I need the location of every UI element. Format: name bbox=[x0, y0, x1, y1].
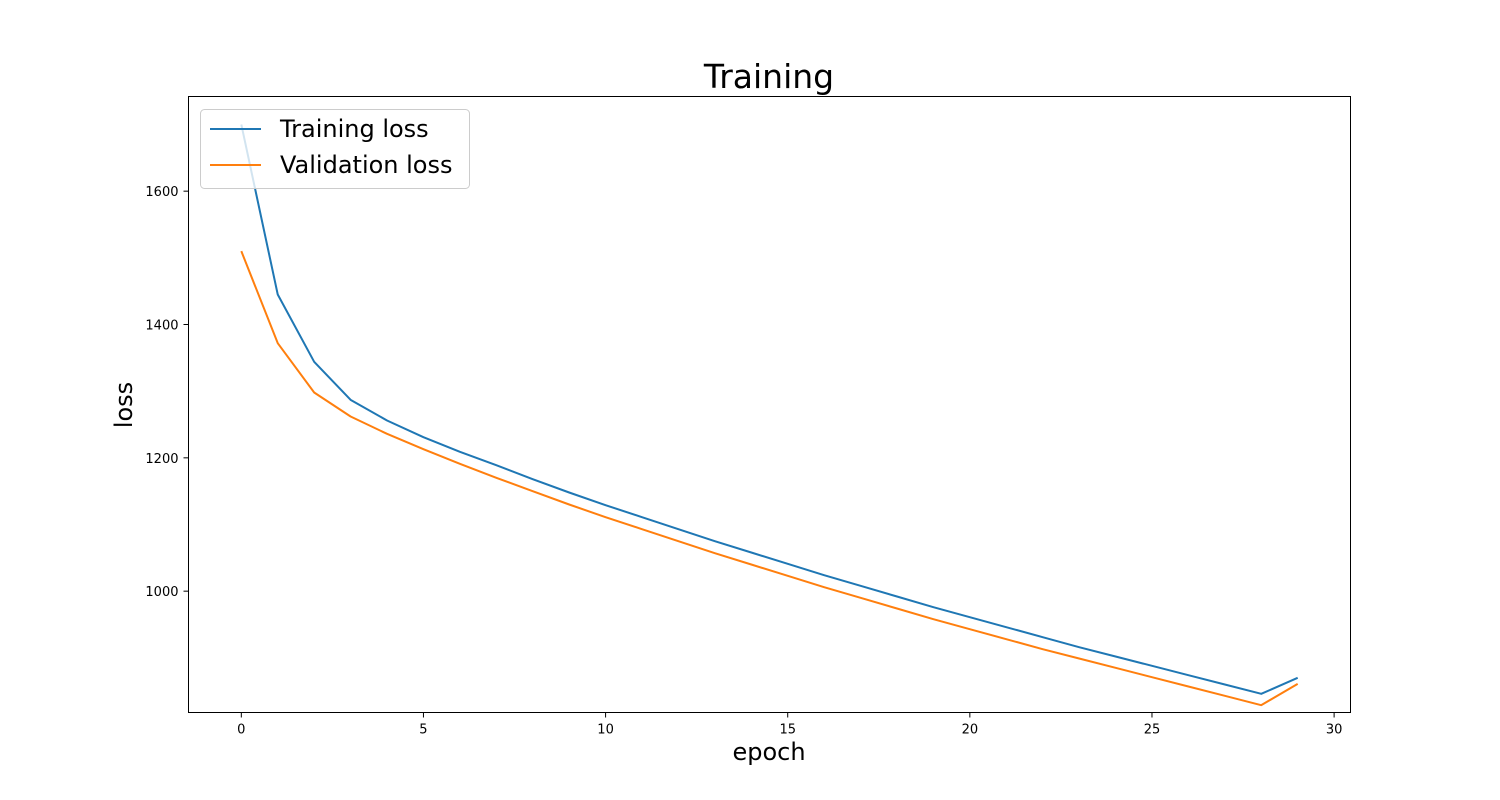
x-axis-label: epoch bbox=[732, 738, 805, 766]
legend: Training loss Validation loss bbox=[200, 109, 470, 189]
chart-title: Training bbox=[703, 57, 834, 96]
legend-box bbox=[200, 109, 470, 189]
y-tick-label: 1200 bbox=[145, 452, 178, 467]
legend-label-validation-loss: Validation loss bbox=[280, 151, 453, 179]
x-tick-label: 20 bbox=[962, 723, 979, 738]
series-line-validation-loss bbox=[240, 250, 1299, 707]
y-tick-label: 1400 bbox=[145, 319, 178, 334]
x-tick-label: 10 bbox=[597, 723, 614, 738]
x-axis-ticks: 0 5 10 15 20 25 30 bbox=[237, 712, 1343, 738]
series-line-training-loss bbox=[240, 124, 1299, 695]
y-tick-label: 1600 bbox=[145, 185, 178, 200]
x-tick-label: 15 bbox=[779, 723, 796, 738]
y-axis-ticks: 1000 1200 1400 1600 bbox=[145, 185, 189, 600]
plot-area bbox=[188, 96, 1351, 713]
y-axis-label: loss bbox=[110, 382, 138, 428]
y-tick-label: 1000 bbox=[145, 585, 178, 600]
x-tick-label: 30 bbox=[1326, 723, 1343, 738]
series-layer bbox=[240, 124, 1299, 707]
legend-label-training-loss: Training loss bbox=[279, 115, 429, 143]
x-tick-label: 5 bbox=[419, 723, 427, 738]
x-tick-label: 25 bbox=[1144, 723, 1161, 738]
x-tick-label: 0 bbox=[237, 723, 245, 738]
